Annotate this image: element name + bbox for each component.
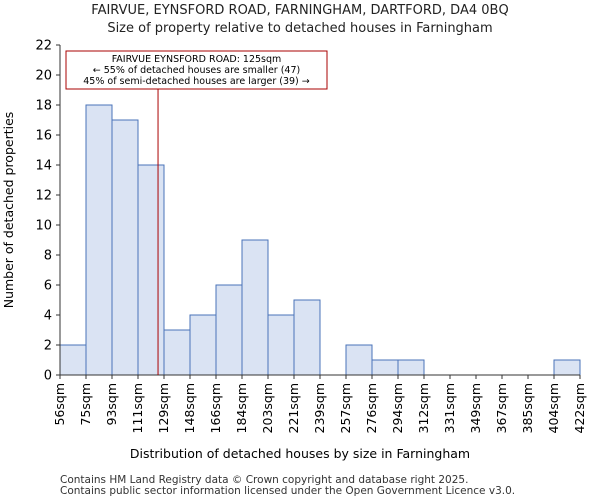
y-tick-label: 12 bbox=[35, 189, 52, 204]
histogram-bar bbox=[397, 359, 425, 376]
x-tick-label: 221sqm bbox=[286, 383, 301, 433]
histogram-bar bbox=[241, 239, 269, 376]
histogram-bar bbox=[345, 344, 373, 376]
y-tick-label: 22 bbox=[35, 39, 52, 54]
annotation-line-3: 45% of semi-detached houses are larger (… bbox=[83, 76, 310, 87]
y-tick-label: 10 bbox=[35, 219, 52, 234]
histogram-bar bbox=[137, 164, 165, 376]
x-tick-label: 111sqm bbox=[130, 383, 145, 433]
histogram-bar bbox=[553, 359, 581, 376]
footer-line-1: Contains HM Land Registry data © Crown c… bbox=[60, 474, 469, 486]
x-tick-label: 385sqm bbox=[520, 383, 535, 433]
x-tick-label: 331sqm bbox=[442, 383, 457, 433]
y-tick-label: 20 bbox=[35, 69, 52, 84]
x-tick-label: 129sqm bbox=[156, 383, 171, 433]
histogram-bar bbox=[59, 344, 87, 376]
y-axis-label: Number of detached properties bbox=[1, 112, 16, 309]
annotation-line-1: FAIRVUE EYNSFORD ROAD: 125sqm bbox=[112, 54, 282, 65]
x-tick-label: 312sqm bbox=[416, 383, 431, 433]
y-tick-label: 0 bbox=[44, 369, 52, 384]
y-tick-label: 14 bbox=[35, 159, 52, 174]
x-tick-label: 166sqm bbox=[208, 383, 223, 433]
y-tick-label: 4 bbox=[44, 309, 52, 324]
histogram-bar bbox=[111, 119, 139, 376]
x-tick-label: 239sqm bbox=[312, 383, 327, 433]
y-tick-label: 2 bbox=[44, 339, 52, 354]
histogram-bar bbox=[215, 284, 243, 376]
x-tick-label: 184sqm bbox=[234, 383, 249, 433]
histogram-bar bbox=[189, 314, 217, 376]
histogram-bar bbox=[371, 359, 399, 376]
annotation-line-2: ← 55% of detached houses are smaller (47… bbox=[93, 65, 300, 76]
histogram-bar bbox=[267, 314, 295, 376]
x-axis-label: Distribution of detached houses by size … bbox=[130, 446, 470, 461]
x-tick-label: 148sqm bbox=[182, 383, 197, 433]
x-tick-label: 257sqm bbox=[338, 383, 353, 433]
x-tick-label: 294sqm bbox=[390, 383, 405, 433]
x-tick-label: 349sqm bbox=[468, 383, 483, 433]
x-tick-label: 203sqm bbox=[260, 383, 275, 433]
y-tick-label: 8 bbox=[44, 249, 52, 264]
x-tick-label: 404sqm bbox=[546, 383, 561, 433]
histogram-chart: 0 2 4 6 8 10 12 14 16 18 20 22 56sqm 75sqm 93sqm 111sq… bbox=[1, 39, 587, 462]
annotation-box bbox=[65, 50, 328, 90]
x-tick-label: 367sqm bbox=[494, 383, 509, 433]
y-tick-label: 18 bbox=[35, 99, 52, 114]
x-tick-label: 93sqm bbox=[104, 383, 119, 426]
footer-line-2: Contains public sector information licen… bbox=[60, 485, 516, 497]
x-tick-label: 75sqm bbox=[78, 383, 93, 426]
x-tick-label: 276sqm bbox=[364, 383, 379, 433]
histogram-bar bbox=[85, 104, 113, 376]
y-tick-label: 6 bbox=[44, 279, 52, 294]
chart-title: FAIRVUE, EYNSFORD ROAD, FARNINGHAM, DART… bbox=[91, 3, 509, 18]
x-tick-label: 56sqm bbox=[52, 383, 67, 426]
x-tick-label: 422sqm bbox=[572, 383, 587, 433]
histogram-bar bbox=[163, 329, 191, 376]
y-tick-label: 16 bbox=[35, 129, 52, 144]
histogram-bar bbox=[293, 299, 321, 376]
chart-subtitle: Size of property relative to detached ho… bbox=[107, 21, 493, 36]
